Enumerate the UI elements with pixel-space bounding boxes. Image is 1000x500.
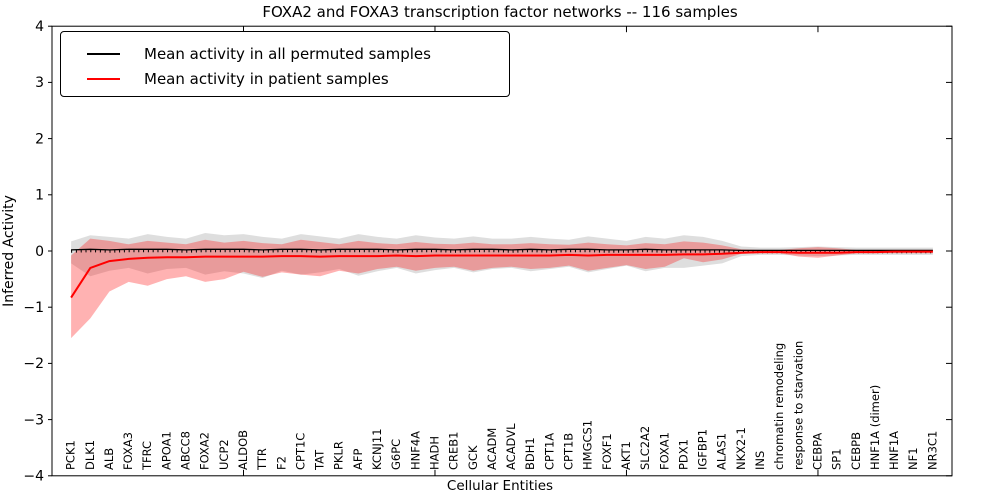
y-tick-label: 1 [35, 188, 44, 204]
x-category-label: UCP2 [217, 439, 231, 470]
x-category-label: response to starvation [791, 341, 805, 470]
x-category-label: INS [753, 451, 767, 470]
x-category-label: FOXF1 [600, 433, 614, 470]
x-category-label: HADH [428, 436, 442, 470]
x-category-label: BDH1 [523, 437, 537, 470]
x-category-label: DLK1 [83, 440, 97, 470]
x-category-label: IGFBP1 [696, 429, 710, 470]
y-tick-label: −2 [23, 356, 44, 372]
legend-entry: Mean activity in all permuted samples [75, 41, 495, 66]
legend: Mean activity in all permuted samples Me… [60, 31, 510, 97]
x-category-label: ALDOB [236, 430, 250, 470]
x-category-label: ABCC8 [179, 431, 193, 470]
x-category-label: ACADVL [504, 423, 518, 470]
y-axis-label: Inferred Activity [1, 195, 17, 307]
x-category-label: ALB [102, 448, 116, 470]
legend-line-sample-patient [87, 77, 120, 80]
x-category-label: HMGCS1 [581, 420, 595, 470]
y-tick-label: −4 [23, 469, 44, 485]
x-category-label: TFRC [140, 441, 154, 471]
x-category-label: CEBPB [849, 432, 863, 470]
x-category-label: PCK1 [64, 440, 78, 470]
x-category-label: SLC2A2 [638, 426, 652, 470]
x-category-label: ALAS1 [715, 433, 729, 470]
x-category-label: FOXA1 [657, 432, 671, 470]
y-tick-label: −3 [23, 412, 44, 428]
x-category-label: HNF4A [408, 431, 422, 470]
x-category-label: F2 [274, 456, 288, 470]
x-category-label: NKX2-1 [734, 427, 748, 470]
x-category-label: G6PC [389, 439, 403, 470]
x-category-label: PKLR [332, 441, 346, 470]
x-category-label: CPT1A [542, 433, 556, 470]
y-tick-label: 4 [35, 19, 44, 35]
y-tick-label: 0 [35, 244, 44, 260]
x-category-label: FOXA2 [198, 432, 212, 470]
x-category-label: FOXA3 [121, 432, 135, 470]
patient-std-band [71, 238, 933, 339]
legend-label: Mean activity in all permuted samples [144, 44, 431, 63]
x-category-label: NR3C1 [925, 431, 939, 470]
legend-entry: Mean activity in patient samples [75, 66, 495, 91]
patient-line [70, 250, 933, 299]
chart-title: FOXA2 and FOXA3 transcription factor net… [262, 3, 738, 21]
x-category-label: CPT1C [293, 433, 307, 470]
x-category-label: CPT1B [562, 433, 576, 470]
x-category-label: CEBPA [811, 433, 825, 470]
y-tick-label: −1 [23, 300, 44, 316]
x-category-label: TTR [255, 448, 269, 471]
x-category-label: ACADM [485, 428, 499, 470]
legend-label: Mean activity in patient samples [144, 69, 389, 88]
x-category-label: CREB1 [447, 432, 461, 471]
y-tick-label: 3 [35, 75, 44, 91]
y-tick-label: 2 [35, 131, 44, 147]
x-category-label: SP1 [830, 448, 844, 470]
x-category-label: NF1 [906, 447, 920, 470]
x-category-label: HNF1A (dimer) [868, 385, 882, 470]
x-category-label: AKT1 [619, 441, 633, 470]
x-category-label: APOA1 [159, 431, 173, 470]
x-category-label: chromatin remodeling [772, 343, 786, 470]
x-category-label: GCK [466, 445, 480, 470]
x-category-label: TAT [313, 449, 327, 471]
permuted-line [71, 248, 933, 252]
x-axis-label: Cellular Entities [446, 478, 554, 494]
legend-line-sample-permuted [87, 52, 120, 55]
x-category-label: HNF1A [887, 431, 901, 470]
x-category-label: KCNJ11 [370, 428, 384, 470]
x-category-label: PDX1 [676, 439, 690, 470]
x-category-label: AFP [351, 449, 365, 470]
